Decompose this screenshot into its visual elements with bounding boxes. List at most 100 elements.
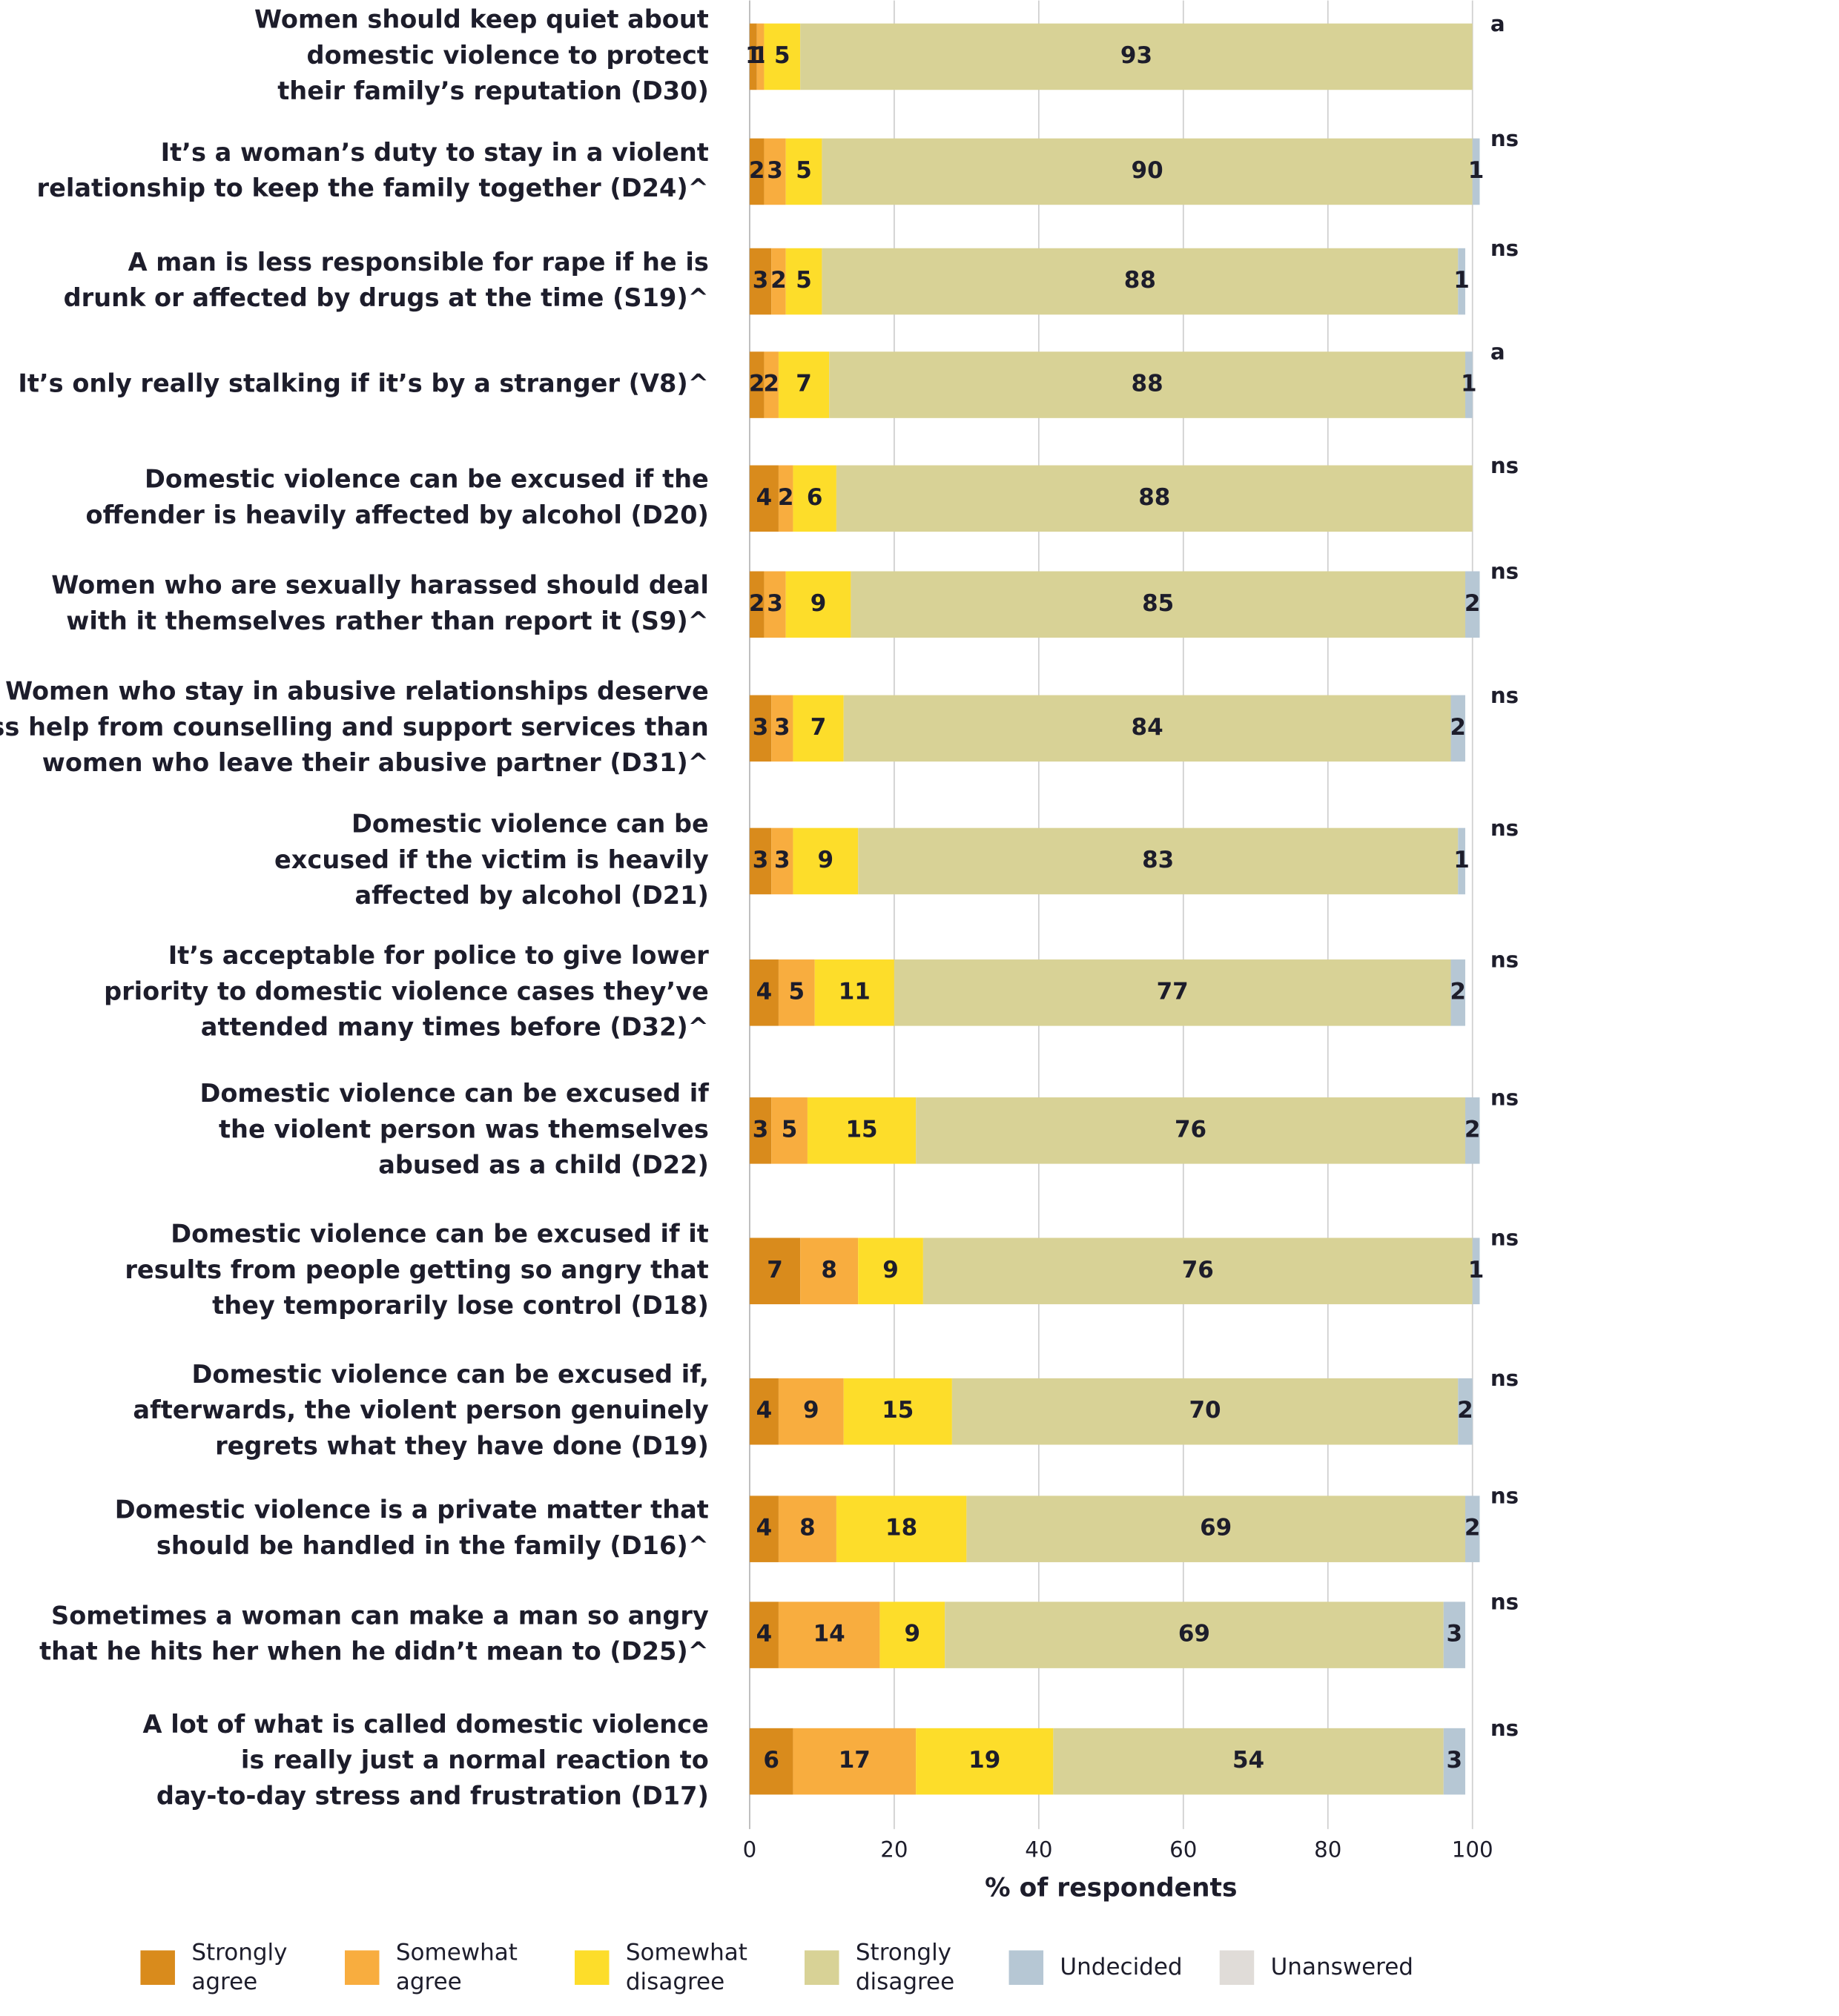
bar-segment [771,827,793,895]
bar-segment [945,1602,1444,1668]
bar-segment [1450,695,1465,762]
significance-note: ns [1490,947,1519,972]
value-label: 2 [1457,1397,1473,1424]
bar-segment [778,1602,880,1668]
value-label: 9 [810,590,827,617]
value-label: 15 [845,1116,877,1143]
bar-segment [822,248,1459,315]
value-label: 7 [810,714,827,741]
value-label: 2 [1465,1515,1481,1541]
category-label: their family’s reputation (D30) [277,76,709,105]
category-label: Women who stay in abusive relationships … [5,677,709,706]
bar-segment [778,1496,836,1562]
value-label: 4 [756,1515,773,1541]
category-label: Sometimes a woman can make a man so angr… [51,1601,709,1630]
value-label: 83 [1142,847,1174,873]
value-label: 4 [756,1397,773,1424]
value-label: 1 [1468,157,1485,184]
bar-segment [785,248,822,315]
bar-segment [858,1237,923,1305]
value-label: 2 [1450,714,1466,741]
bar-segment [749,1728,793,1795]
value-label: 2 [1465,590,1481,617]
value-label: 85 [1142,590,1174,617]
bar-segment [916,1097,1465,1164]
significance-note: ns [1490,559,1519,584]
value-label: 4 [756,484,773,511]
bar-segment [843,1378,952,1445]
significance-note: a [1490,11,1505,36]
value-label: 2 [763,371,779,397]
bar-segment [778,351,830,418]
significance-note: ns [1490,683,1519,708]
value-label: 5 [796,267,812,294]
bar-segment [764,571,786,638]
value-label: 76 [1182,1257,1214,1283]
category-label: domestic violence to protect [307,41,709,70]
bar-segment [922,1237,1473,1305]
value-label: 69 [1200,1515,1232,1541]
bar-segment [785,138,822,205]
value-label: 88 [1138,484,1170,511]
significance-note: ns [1490,1716,1519,1741]
category-label: priority to domestic violence cases they… [104,976,709,1005]
bar-segment [1450,959,1465,1026]
legend-label: agree [396,1969,462,1995]
value-label: 77 [1157,978,1189,1005]
bar-segment [894,959,1451,1026]
value-label: 8 [821,1257,837,1283]
bar-segment [1443,1602,1465,1668]
bar-segment [916,1728,1054,1795]
legend-label: Undecided [1060,1954,1182,1980]
bar-segment [843,695,1451,762]
category-label: offender is heavily affected by alcohol … [86,500,709,529]
value-label: 9 [818,847,834,873]
category-label: should be handled in the family (D16)^ [156,1531,709,1560]
value-label: 3 [753,267,769,294]
bar-segment [1458,1378,1473,1445]
value-label: 3 [767,157,783,184]
value-label: 69 [1178,1621,1210,1647]
bar-segment [749,571,765,638]
value-label: 5 [789,978,805,1005]
category-label: Women who are sexually harassed should d… [51,571,709,600]
x-tick-label: 40 [1025,1837,1052,1863]
bar-segment [778,959,815,1026]
category-label: Domestic violence can be excused if, [192,1360,709,1389]
value-label: 3 [1447,1621,1463,1647]
value-label: 93 [1120,42,1152,69]
value-label: 3 [753,714,769,741]
category-label: relationship to keep the family together… [37,173,709,202]
significance-note: ns [1490,1226,1519,1251]
value-label: 3 [767,590,783,617]
significance-note: a [1490,340,1505,365]
value-label: 2 [749,590,765,617]
bar-segment [749,959,779,1026]
x-tick-label: 60 [1169,1837,1197,1863]
category-label: attended many times before (D32)^ [201,1013,709,1042]
significance-note: ns [1490,1085,1519,1110]
legend-swatch [345,1950,380,1985]
category-label: women who leave their abusive partner (D… [42,748,709,777]
legend-label: disagree [626,1969,724,1995]
bar-segment [764,23,801,90]
bar-segment [1465,351,1473,418]
bar-segment [807,1097,917,1164]
value-label: 2 [778,484,794,511]
significance-note: ns [1490,236,1519,261]
value-label: 7 [796,371,812,397]
value-label: 6 [807,484,823,511]
bar-segment [1465,571,1480,638]
value-label: 18 [885,1515,917,1541]
bar-segment [1458,827,1465,895]
bar-segment [800,23,1473,90]
x-tick-label: 20 [880,1837,908,1863]
value-label: 4 [756,978,773,1005]
category-label: Domestic violence can be excused if it [171,1220,709,1249]
significance-note: ns [1490,1590,1519,1615]
bar-segment [749,1602,779,1668]
bar-segment [1465,1496,1480,1562]
bar-segment [771,1097,808,1164]
value-label: 7 [767,1257,783,1283]
bar-segment [785,571,851,638]
